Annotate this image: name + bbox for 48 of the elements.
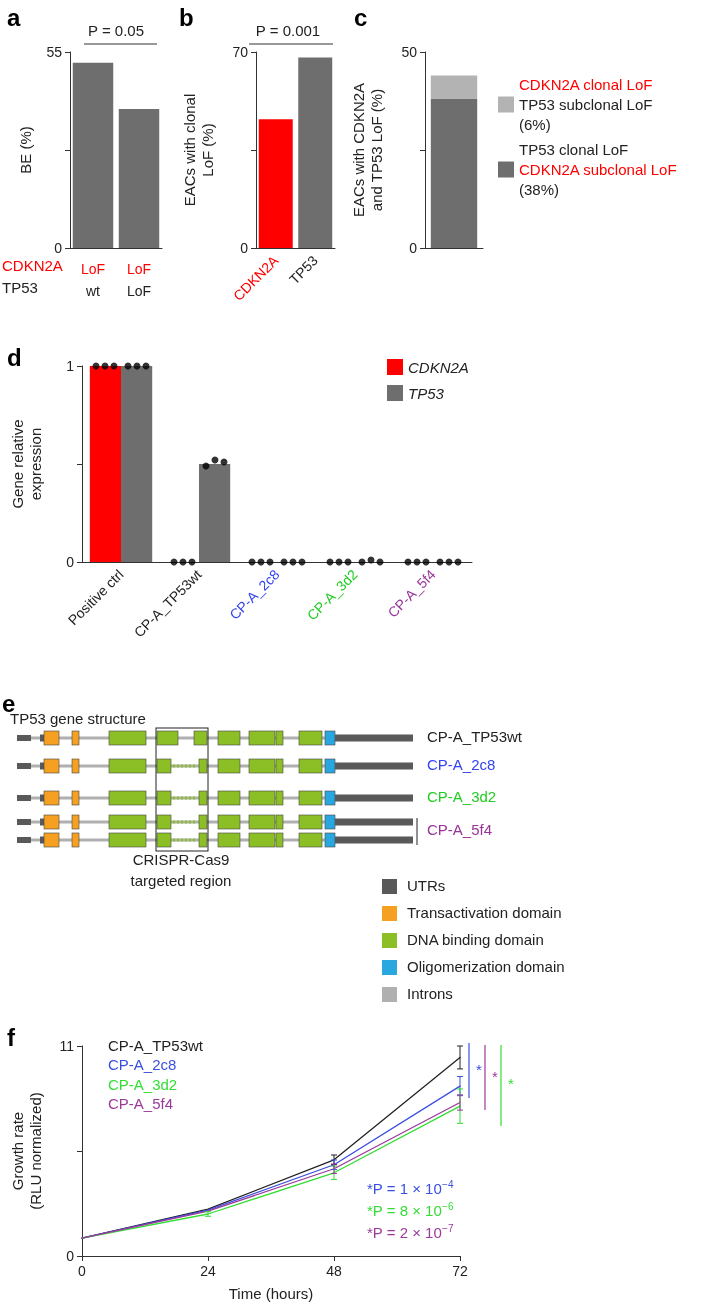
text: CP-A_2c8 [108, 1056, 177, 1073]
category-label: Introns [407, 984, 453, 1002]
x-tick-label: LoF wt [80, 261, 106, 299]
chart-title: a [7, 3, 21, 31]
text: * [492, 1067, 499, 1085]
y-axis-title: Growth rate (RLU normalized) [8, 1092, 44, 1210]
y-tick-label: 11 [59, 1038, 75, 1054]
y-tick-label: 0 [66, 554, 75, 570]
y-axis-title: EACs with CDKN2A and TP53 LoF (%) [349, 82, 385, 218]
text: CP-A_3d2 [427, 787, 497, 805]
text: * [508, 1074, 515, 1092]
y-axis-title: BE (%) [16, 126, 34, 174]
category-label: Oligomerization domain [407, 957, 565, 975]
text: CP-A_TP53wt [427, 727, 523, 745]
legend-label: TP53 [408, 384, 445, 402]
text: CP-A_2c8 [427, 755, 496, 773]
y-tick-label: 50 [401, 44, 418, 60]
category-label: Transactivation domain [407, 903, 562, 921]
y-axis-title: EACs with clonal LoF (%) [180, 93, 216, 207]
category-label: DNA binding domain [407, 930, 544, 948]
legend-label: TP53 clonal LoF CDKN2A subclonal LoF (38%) [519, 141, 677, 198]
text: P = 0.05 [87, 21, 145, 39]
chart-title: c [354, 3, 368, 31]
text: CP-A_5f4 [108, 1095, 174, 1112]
text: P = 0.001 [255, 21, 321, 39]
x-tick-label: 72 [452, 1263, 468, 1279]
text: CRISPR-Cas9 targeted region [130, 851, 232, 889]
y-tick-label: 1 [66, 358, 75, 374]
y-tick-label: 70 [232, 44, 249, 60]
chart-title: b [179, 3, 194, 31]
y-tick-label: 55 [46, 44, 63, 60]
x-tick-label: 48 [326, 1263, 342, 1279]
text: * [476, 1060, 483, 1078]
y-tick-label: 0 [66, 1248, 75, 1264]
category-label: UTRs [407, 876, 446, 894]
y-axis-title: Gene relative expression [8, 419, 44, 509]
legend-label: CDKN2A clonal LoF TP53 subclonal LoF (6%) [519, 76, 653, 133]
chart-title: f [7, 1023, 16, 1051]
text: CP-A_3d2 [108, 1075, 178, 1093]
text: CP-A_5f4 [427, 820, 493, 838]
chart-title: d [7, 343, 22, 371]
x-axis-title: Time (hours) [228, 1284, 314, 1302]
x-tick-label: 24 [200, 1263, 216, 1279]
x-tick-label: LoF LoF [126, 261, 152, 299]
text: CP-A_TP53wt [108, 1036, 204, 1054]
x-tick-label: 0 [78, 1263, 87, 1279]
y-tick-label: 0 [54, 240, 63, 256]
legend-label: CDKN2A [408, 358, 469, 376]
